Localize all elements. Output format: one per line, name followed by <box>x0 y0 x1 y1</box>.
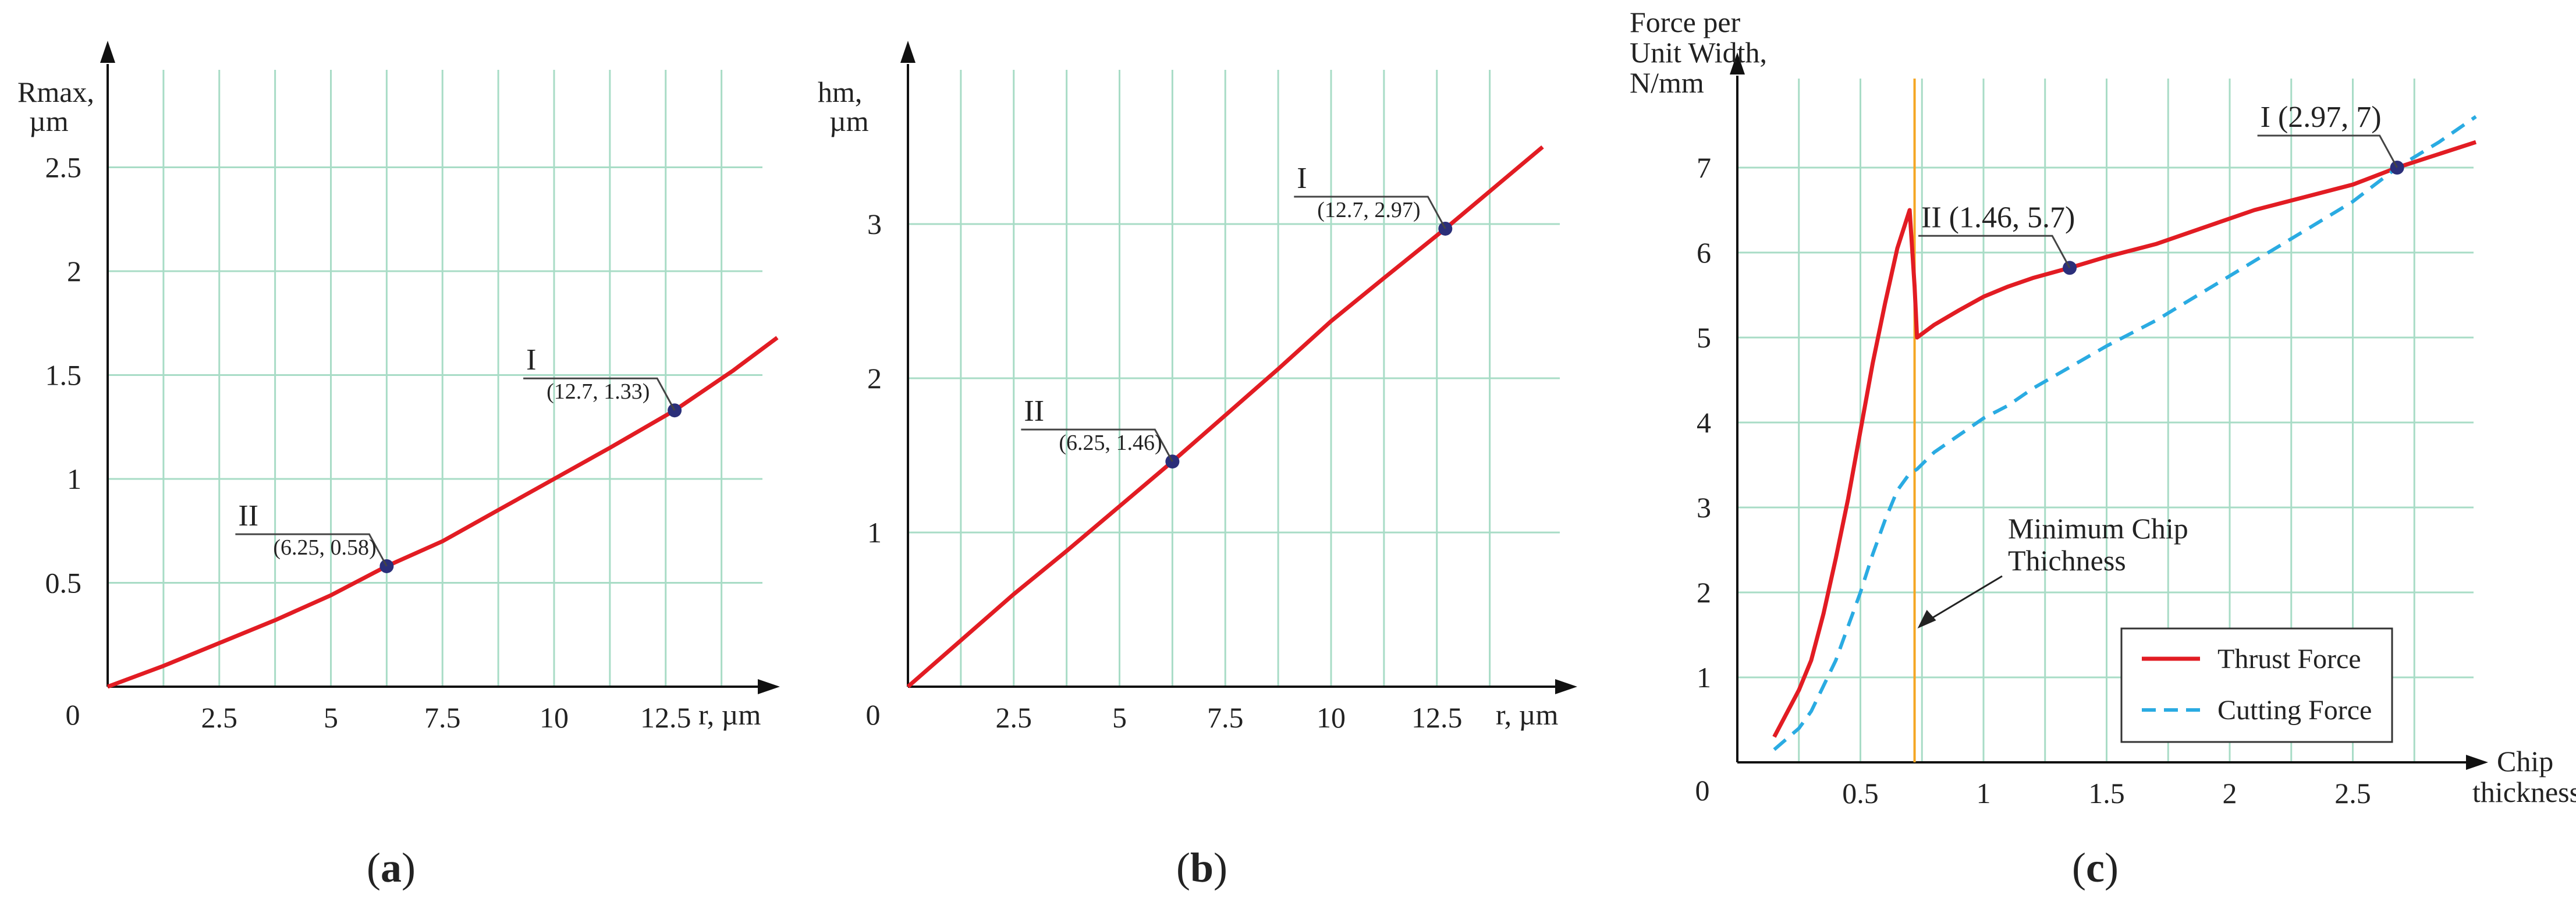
chart-panel-b: 2.5 5 7.5 10 12.5 1 2 3 0 hm,µm r, µm I (12.7, 2.97)… <box>818 41 1577 891</box>
x-axis-arrow <box>2466 755 2488 770</box>
y-tick-label: 1.5 <box>45 359 82 392</box>
y-tick-label: 3 <box>867 208 882 240</box>
legend-label: Cutting Force <box>2217 695 2372 726</box>
y-axis-label: Force per <box>1630 6 1741 38</box>
annotation-arrow-line <box>1928 575 2003 621</box>
legend: Thrust Force Cutting Force <box>2120 627 2393 743</box>
point-leader-line <box>1918 235 2071 268</box>
y-tick-label: 6 <box>1697 236 1711 269</box>
origin-label: 0 <box>66 698 80 731</box>
point-coords: (12.7, 1.33) <box>547 379 650 404</box>
x-tick-label: 7.5 <box>424 701 461 734</box>
point-leader-line <box>1294 196 1446 229</box>
point-label: II <box>238 499 258 532</box>
point-coords: (12.7, 2.97) <box>1317 198 1420 222</box>
y-axis-label: N/mm <box>1630 66 1704 99</box>
y-axis-arrow <box>100 41 115 63</box>
point-leader-line <box>1021 428 1173 462</box>
x-tick-label: 5 <box>1112 701 1127 734</box>
annotation-arrowhead <box>1917 610 1936 628</box>
x-axis-label: r, µm <box>1496 698 1558 731</box>
x-tick-label: 7.5 <box>1207 701 1244 734</box>
x-tick-label: 2.5 <box>996 701 1032 734</box>
point-coords: (6.25, 1.46) <box>1059 431 1162 455</box>
y-tick-label: 1 <box>1697 661 1711 694</box>
y-tick-label: 3 <box>1697 491 1711 524</box>
origin-label: 0 <box>866 698 881 731</box>
x-tick-label: 12.5 <box>1411 701 1463 734</box>
x-axis-label: r, µm <box>698 698 761 731</box>
y-tick-label: 2 <box>867 362 882 395</box>
y-tick-label: 4 <box>1697 406 1711 439</box>
y-axis-label: hm, <box>818 76 862 108</box>
point-label: I <box>1297 162 1307 195</box>
origin-label: 0 <box>1695 774 1710 807</box>
x-tick-label: 10 <box>1317 701 1346 734</box>
x-tick-label: 12.5 <box>640 701 691 734</box>
x-tick-label: 10 <box>540 701 569 734</box>
point-label: I (2.97, 7) <box>2261 101 2382 134</box>
y-tick-label: 2 <box>67 255 81 287</box>
y-tick-label: 1 <box>867 516 882 549</box>
legend-box <box>2120 627 2393 743</box>
y-tick-label: 2.5 <box>45 151 82 184</box>
y-tick-label: 7 <box>1697 151 1711 184</box>
point-label: II <box>1024 395 1044 428</box>
y-axis-label: Rmax, <box>17 76 94 108</box>
panel-label: (c) <box>2072 844 2119 891</box>
y-axis-arrow <box>1730 52 1745 74</box>
x-tick-label: 0.5 <box>1842 777 1879 809</box>
y-tick-label: 1 <box>67 463 81 495</box>
y-tick-label: 5 <box>1697 321 1711 354</box>
y-tick-label: 2 <box>1697 576 1711 609</box>
x-tick-label: 1.5 <box>2088 777 2125 809</box>
point-label: I <box>526 343 536 377</box>
x-axis-label: thickness, µm <box>2472 776 2576 808</box>
point-leader-line <box>523 377 676 411</box>
chart-panel-a: 2.5 5 7.5 10 12.5 0.5 1 1.5 2 2.5 0 Rmax,µm r, µm I (1… <box>17 41 780 891</box>
annotation-text: Thichness <box>2008 544 2126 577</box>
point-label: II (1.46, 5.7) <box>1921 201 2075 234</box>
x-tick-label: 2.5 <box>2334 777 2371 809</box>
cutting-force-series-line <box>1773 115 2477 751</box>
x-axis-label: Chip <box>2497 745 2553 777</box>
y-axis-label: Unit Width, <box>1630 36 1767 69</box>
point-leader-line <box>235 533 388 567</box>
panel-label: (a) <box>367 844 416 891</box>
legend-label: Thrust Force <box>2217 644 2361 674</box>
x-axis-arrow <box>758 679 780 694</box>
x-tick-label: 2.5 <box>201 701 238 734</box>
x-tick-label: 2 <box>2223 777 2237 809</box>
point-leader-line <box>2257 134 2398 168</box>
y-axis-label: µm <box>29 105 69 137</box>
x-tick-label: 5 <box>324 701 338 734</box>
point-coords: (6.25, 0.58) <box>273 535 376 560</box>
thrust-force-series-line <box>1772 140 2477 738</box>
y-axis-arrow <box>900 41 916 63</box>
y-axis-label: µm <box>829 105 869 137</box>
annotation-text: Minimum Chip <box>2008 512 2188 545</box>
y-tick-label: 0.5 <box>45 567 82 599</box>
panel-label: (b) <box>1176 844 1227 891</box>
x-axis-arrow <box>1555 679 1577 694</box>
x-tick-label: 1 <box>1977 777 1991 809</box>
